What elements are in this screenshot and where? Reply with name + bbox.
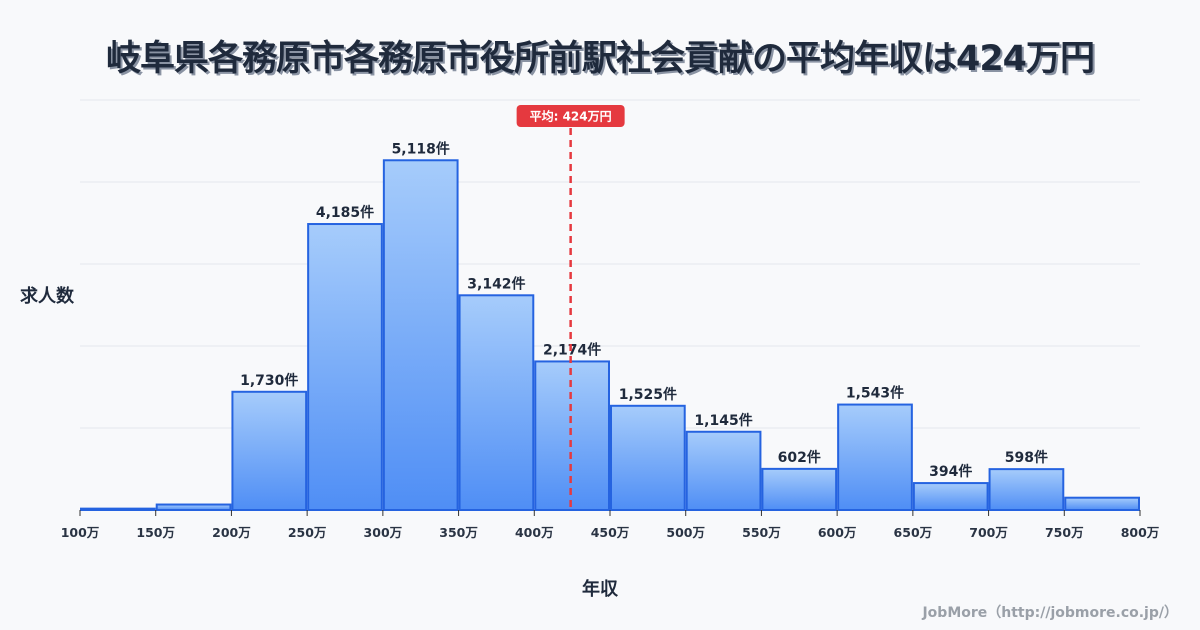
average-label: 平均: 424万円 [530,109,612,124]
x-tick-label: 400万 [515,525,554,540]
average-badge [516,105,625,127]
bar-value-label: 1,730件 [240,372,298,389]
average-marker: 平均: 424万円 [516,105,625,510]
x-tick-label: 600万 [818,525,857,540]
bar-value-label: 5,118件 [392,140,450,157]
histogram-bar [307,223,383,511]
x-tick-label: 300万 [364,525,403,540]
bar-value-label: 394件 [929,463,972,480]
histogram-bar [382,159,459,512]
x-tick-label: 650万 [894,525,933,540]
bar-value-label: 598件 [1005,449,1048,466]
histogram-bar [685,430,762,511]
histogram-bar [1064,496,1141,512]
x-tick-label: 550万 [742,525,781,540]
histogram-bar [988,468,1065,511]
x-tick-label: 250万 [288,525,327,540]
bar-value-label: 2,174件 [543,341,601,358]
bar-value-label: 1,525件 [619,386,677,403]
histogram-bar [761,467,838,512]
x-tick-label: 800万 [1121,525,1160,540]
x-tick-label: 150万 [136,525,175,540]
x-tick-label: 350万 [439,525,478,540]
x-tick-label: 700万 [969,525,1008,540]
x-tick-label: 750万 [1045,525,1084,540]
gridlines [80,99,1140,429]
chart-title: 岐阜県各務原市各務原市役所前駅社会貢献の平均年収は424万円 [105,39,1095,79]
bar-value-label: 3,142件 [467,275,525,292]
histogram-bar [610,404,686,511]
histogram-bar [80,507,156,511]
bar-value-label: 1,543件 [846,385,904,402]
histogram-bar [534,360,610,511]
x-tick-label: 500万 [666,525,705,540]
y-axis-label: 求人数 [20,286,74,307]
histogram-bar [458,294,535,511]
bars: 1,730件 4,185件 5,118件 3,142件 2,174件 1,525件 1,14… [80,140,1141,512]
bar-value-label: 1,145件 [694,412,752,429]
x-axis-label: 年収 [582,579,618,600]
histogram-bar [837,403,913,512]
x-tick-label: 100万 [61,525,100,540]
histogram-bar [231,390,308,511]
x-tick-label: 200万 [212,525,251,540]
x-axis: 100万 150万 200万 250万 300万 350万 400万 450万 500万 550万… [61,510,1160,540]
bar-value-label: 602件 [778,449,821,466]
credit-text: JobMore（http://jobmore.co.jp/） [922,605,1178,621]
histogram-bar [912,482,989,511]
bar-value-label: 4,185件 [316,204,374,221]
x-tick-label: 450万 [591,525,630,540]
histogram-bar [155,503,232,511]
